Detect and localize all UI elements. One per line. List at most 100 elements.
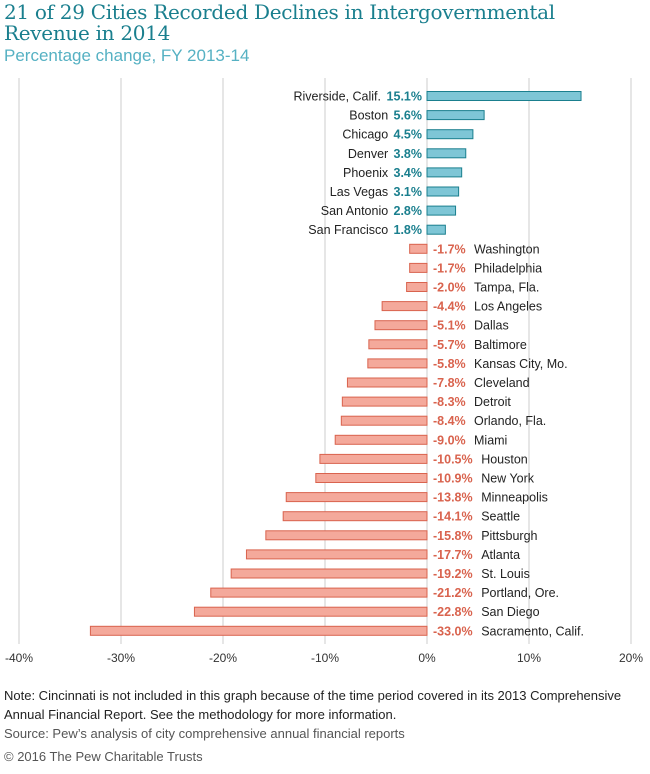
bar [319,453,428,464]
data-label: -14.1% [433,510,473,524]
bar [367,358,428,369]
category-label: Tampa, Fla. [474,281,539,295]
category-label: Riverside, Calif. [293,90,381,104]
data-label: 3.8% [394,147,423,161]
chart-source: Source: Pew’s analysis of city comprehen… [4,726,405,741]
data-label: -33.0% [433,624,473,638]
data-label: -19.2% [433,567,473,581]
data-label: 15.1% [387,90,422,104]
data-label: -8.4% [433,414,466,428]
x-tick-label: -20% [209,651,237,665]
data-label: -8.3% [433,395,466,409]
data-label: -22.8% [433,605,473,619]
category-label: Seattle [481,510,520,524]
category-label: Chicago [342,128,388,142]
x-tick-label: -10% [311,651,339,665]
data-label: -2.0% [433,281,466,295]
category-label: Minneapolis [481,491,548,505]
category-label: Baltimore [474,338,527,352]
bar [426,224,446,235]
bar [374,320,428,331]
bar [426,110,485,121]
category-label: Denver [348,147,388,161]
data-label: -7.8% [433,376,466,390]
x-tick-label: 20% [619,651,643,665]
data-label: 3.1% [394,185,423,199]
x-tick-label: -30% [107,651,135,665]
data-label: 3.4% [394,166,423,180]
bar [89,625,428,636]
copyright: © 2016 The Pew Charitable Trusts [4,749,203,764]
bar [406,282,428,292]
data-label: -21.2% [433,586,473,600]
data-label: -1.7% [433,242,466,256]
bar [381,301,428,312]
bar [285,492,428,503]
data-label: -10.5% [433,452,473,466]
bar [426,129,474,140]
bar [346,377,428,388]
category-label: San Antonio [321,204,388,218]
bar [426,167,463,178]
data-label: -5.7% [433,338,466,352]
bar [210,587,428,598]
bar [409,262,428,273]
category-label: Cleveland [474,376,530,390]
bar [426,205,457,216]
bar [341,396,428,407]
category-label: Dallas [474,319,509,333]
bar [426,186,460,197]
category-label: San Francisco [308,223,388,237]
category-label: Portland, Ore. [481,586,559,600]
category-label: Los Angeles [474,300,542,314]
bar [265,530,428,541]
data-label: 1.8% [394,223,423,237]
bar [245,549,428,560]
bar [282,511,428,522]
category-label: Washington [474,242,540,256]
bar [409,243,428,254]
bar [334,434,428,445]
bar-chart: -40% -30% -20% -10% 0% 10% 20% 15.1% Riverside, … [5,78,643,665]
data-label: 5.6% [394,109,423,123]
data-label: 2.8% [394,204,423,218]
bar [230,568,428,579]
category-label: Philadelphia [474,261,542,275]
bar [315,473,428,483]
data-label: -13.8% [433,491,473,505]
category-label: Detroit [474,395,511,409]
category-label: St. Louis [481,567,530,581]
bar [426,148,467,159]
data-label: 4.5% [394,128,423,142]
data-label: -5.1% [433,319,466,333]
category-label: Las Vegas [330,185,388,199]
bar [426,91,582,101]
chart-subtitle: Percentage change, FY 2013-14 [4,46,250,65]
category-label: Sacramento, Calif. [481,624,584,638]
chart-title: 21 of 29 Cities Recorded Declines in Int… [4,0,555,45]
bar [368,339,428,350]
x-tick-label: 0% [418,651,436,665]
data-label: -17.7% [433,548,473,562]
category-label: Houston [481,452,528,466]
data-label: -4.4% [433,300,466,314]
data-label: -5.8% [433,357,466,371]
category-label: San Diego [481,605,539,619]
category-label: Atlanta [481,548,520,562]
x-tick-label: 10% [517,651,541,665]
bar [193,606,428,617]
data-label: -15.8% [433,529,473,543]
x-tick-label: -40% [5,651,33,665]
data-label: -1.7% [433,261,466,275]
category-label: Orlando, Fla. [474,414,546,428]
category-label: Boston [349,109,388,123]
bar [340,415,428,426]
chart-note: Note: Cincinnati is not included in this… [4,688,622,722]
category-label: Pittsburgh [481,529,537,543]
data-label: -9.0% [433,433,466,447]
data-label: -10.9% [433,472,473,486]
category-label: Phoenix [343,166,389,180]
category-label: Miami [474,433,507,447]
category-label: New York [481,472,535,486]
category-label: Kansas City, Mo. [474,357,568,371]
